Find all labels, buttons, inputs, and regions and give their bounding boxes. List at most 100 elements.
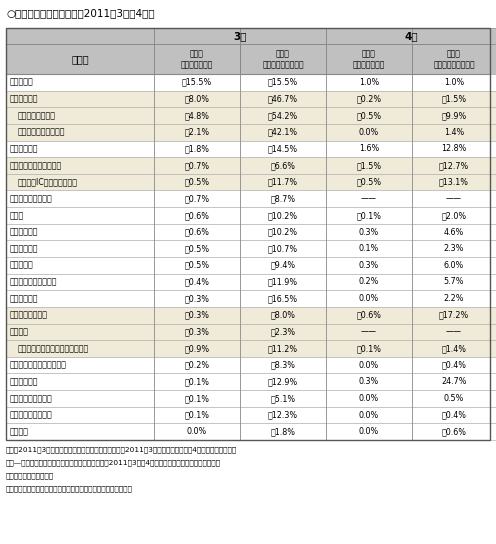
Text: ○全国の業種別生産動向（2011年3月・4月）: ○全国の業種別生産動向（2011年3月・4月）: [6, 8, 155, 18]
Text: 窯業・土石製品工業: 窯業・土石製品工業: [10, 394, 53, 403]
Bar: [154, 207, 240, 224]
Bar: [6, 407, 154, 423]
Bar: [412, 190, 496, 207]
Text: －2.0%: －2.0%: [441, 211, 467, 220]
Bar: [154, 74, 240, 91]
Bar: [240, 190, 326, 207]
Bar: [154, 140, 240, 157]
Text: －0.6%: －0.6%: [441, 427, 467, 436]
Bar: [240, 124, 326, 140]
Bar: [326, 240, 412, 257]
Bar: [412, 107, 496, 124]
Bar: [240, 140, 326, 157]
Text: －0.3%: －0.3%: [185, 294, 209, 303]
Text: －0.4%: －0.4%: [441, 361, 467, 369]
Bar: [6, 28, 490, 440]
Text: 0.3%: 0.3%: [359, 261, 379, 270]
Text: －0.6%: －0.6%: [185, 211, 209, 220]
Bar: [326, 340, 412, 357]
Text: －8.0%: －8.0%: [185, 95, 209, 103]
Bar: [326, 373, 412, 390]
Text: 4.6%: 4.6%: [444, 227, 464, 237]
Bar: [412, 407, 496, 423]
Bar: [6, 324, 154, 340]
Bar: [412, 140, 496, 157]
Text: ——: ——: [361, 327, 377, 336]
Bar: [412, 257, 496, 274]
Text: －0.1%: －0.1%: [185, 378, 209, 386]
Text: 鉄鄡業: 鉄鄡業: [10, 211, 24, 220]
Text: 0.0%: 0.0%: [359, 411, 379, 419]
Bar: [154, 190, 240, 207]
Bar: [326, 307, 412, 324]
Bar: [412, 224, 496, 240]
Text: （うち、化学工業（除医薬品））: （うち、化学工業（除医薬品））: [18, 344, 89, 353]
Text: －11.2%: －11.2%: [268, 344, 298, 353]
Bar: [6, 124, 154, 140]
Bar: [6, 423, 154, 440]
Text: －9.4%: －9.4%: [270, 261, 296, 270]
Bar: [154, 357, 240, 373]
Bar: [6, 140, 154, 157]
Bar: [240, 407, 326, 423]
Text: 情報通信機械工業: 情報通信機械工業: [10, 311, 48, 320]
Bar: [412, 423, 496, 440]
Bar: [326, 407, 412, 423]
Bar: [326, 290, 412, 307]
Bar: [240, 340, 326, 357]
Bar: [326, 207, 412, 224]
Text: －16.5%: －16.5%: [268, 294, 298, 303]
Text: 0.1%: 0.1%: [359, 244, 379, 253]
Bar: [412, 340, 496, 357]
Text: 0.0%: 0.0%: [359, 394, 379, 403]
Text: －0.5%: －0.5%: [185, 178, 210, 187]
Text: －10.2%: －10.2%: [268, 227, 298, 237]
Text: 備考：2011年3月のマイナス寄与が大きい順に並べた。2011年3月の数値は推報値、4月の数値は速報値。: 備考：2011年3月のマイナス寄与が大きい順に並べた。2011年3月の数値は推報…: [6, 446, 237, 453]
Text: －8.3%: －8.3%: [270, 361, 296, 369]
Text: 1.6%: 1.6%: [359, 144, 379, 153]
Bar: [154, 107, 240, 124]
Text: 2.3%: 2.3%: [444, 244, 464, 253]
Text: －8.0%: －8.0%: [270, 311, 296, 320]
Text: －2.3%: －2.3%: [270, 327, 296, 336]
Bar: [326, 74, 412, 91]
Text: －9.9%: －9.9%: [441, 111, 467, 120]
Bar: [240, 274, 326, 290]
Bar: [154, 340, 240, 357]
Bar: [240, 224, 326, 240]
Text: －1.5%: －1.5%: [357, 161, 381, 170]
Text: 業　種: 業 種: [71, 54, 89, 64]
Bar: [326, 140, 412, 157]
Text: 非鉄金属工業: 非鉄金属工業: [10, 294, 39, 303]
Bar: [412, 157, 496, 174]
Bar: [154, 373, 240, 390]
Text: 石油・石炭製品工業: 石油・石炭製品工業: [10, 411, 53, 419]
Text: －54.2%: －54.2%: [268, 111, 298, 120]
Bar: [240, 373, 326, 390]
Text: －1.4%: －1.4%: [441, 344, 467, 353]
Bar: [6, 357, 154, 373]
Text: －0.9%: －0.9%: [185, 344, 210, 353]
Text: 0.2%: 0.2%: [359, 277, 379, 287]
Bar: [240, 107, 326, 124]
Text: －12.7%: －12.7%: [439, 161, 469, 170]
Text: 資料：経済産業省「鉱工業指数（鉱工業生産指数）」から作成。: 資料：経済産業省「鉱工業指数（鉱工業生産指数）」から作成。: [6, 485, 133, 492]
Text: 1.0%: 1.0%: [444, 78, 464, 87]
Bar: [6, 257, 154, 274]
Bar: [412, 240, 496, 257]
Bar: [412, 74, 496, 91]
Text: 電気機械工業: 電気機械工業: [10, 227, 39, 237]
Text: 0.0%: 0.0%: [359, 128, 379, 137]
Bar: [6, 373, 154, 390]
Text: 繊維工業: 繊維工業: [10, 427, 29, 436]
Bar: [154, 423, 240, 440]
Bar: [326, 174, 412, 190]
Text: －0.3%: －0.3%: [185, 327, 209, 336]
Bar: [154, 240, 240, 257]
Bar: [6, 91, 154, 107]
Text: 3月: 3月: [233, 31, 247, 41]
Bar: [6, 157, 154, 174]
Text: プラスチック製品工業: プラスチック製品工業: [10, 277, 58, 287]
Bar: [326, 157, 412, 174]
Text: 電子部品・デバイス工業: 電子部品・デバイス工業: [10, 161, 62, 170]
